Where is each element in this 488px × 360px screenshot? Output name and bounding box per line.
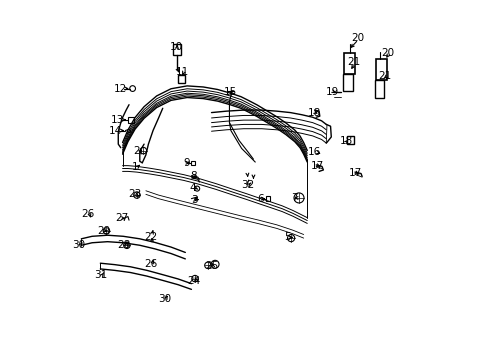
Text: 18: 18 xyxy=(307,108,321,118)
Bar xyxy=(190,161,195,165)
Text: 3: 3 xyxy=(191,195,197,205)
Bar xyxy=(343,74,352,91)
Text: 9: 9 xyxy=(183,158,189,168)
Text: 19: 19 xyxy=(325,87,339,97)
Text: 15: 15 xyxy=(223,87,236,97)
Text: 14: 14 xyxy=(108,126,122,135)
Bar xyxy=(265,197,270,201)
Text: 16: 16 xyxy=(307,147,321,157)
Text: 5: 5 xyxy=(284,232,290,242)
Text: 18: 18 xyxy=(339,136,352,146)
Text: 23: 23 xyxy=(127,189,141,199)
Text: 32: 32 xyxy=(240,180,253,190)
Text: 12: 12 xyxy=(113,84,126,94)
Bar xyxy=(178,75,185,83)
Text: 10: 10 xyxy=(169,42,183,52)
Bar xyxy=(375,59,386,80)
Text: 29: 29 xyxy=(97,226,110,236)
Bar xyxy=(344,53,354,74)
Text: 30: 30 xyxy=(72,240,85,250)
Text: 25: 25 xyxy=(204,261,218,271)
Text: 22: 22 xyxy=(144,232,158,242)
Text: 8: 8 xyxy=(190,171,197,181)
Bar xyxy=(374,80,384,98)
Bar xyxy=(128,117,134,123)
Text: 7: 7 xyxy=(291,193,297,203)
Text: 21: 21 xyxy=(346,57,359,67)
Text: 17: 17 xyxy=(347,168,361,178)
Bar xyxy=(346,136,353,144)
Text: 28: 28 xyxy=(118,240,131,250)
Text: 26: 26 xyxy=(143,259,157,269)
Text: 17: 17 xyxy=(310,161,323,171)
Text: 6: 6 xyxy=(257,194,264,204)
Text: 4: 4 xyxy=(189,183,195,193)
Text: 20: 20 xyxy=(350,33,363,43)
Text: 11: 11 xyxy=(176,67,189,77)
Text: 20: 20 xyxy=(381,48,394,58)
Text: 2: 2 xyxy=(133,146,140,156)
Text: 27: 27 xyxy=(115,213,128,223)
Text: 24: 24 xyxy=(187,276,201,286)
Text: 31: 31 xyxy=(94,270,107,280)
Text: 26: 26 xyxy=(81,209,94,219)
Text: 30: 30 xyxy=(158,294,171,304)
Text: 1: 1 xyxy=(132,162,138,172)
Bar xyxy=(173,44,181,55)
Text: 21: 21 xyxy=(378,71,391,81)
Text: 13: 13 xyxy=(110,115,123,125)
